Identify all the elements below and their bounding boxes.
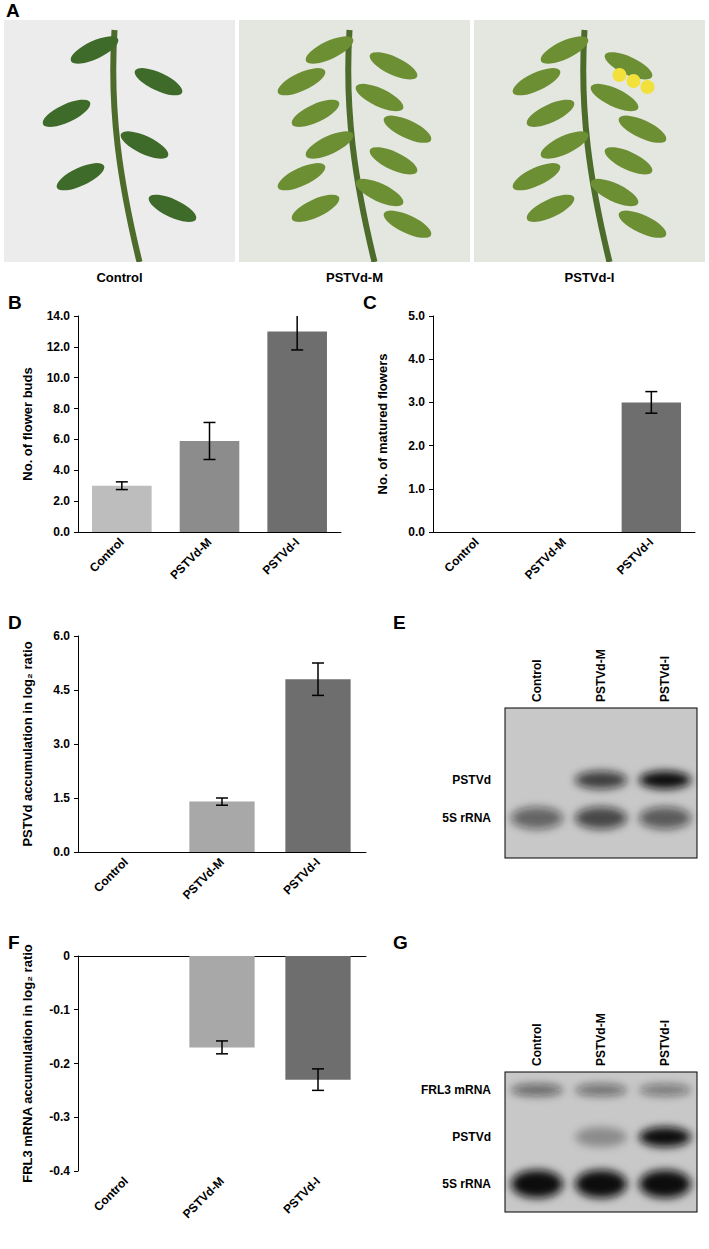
svg-text:PSTVd-M: PSTVd-M: [594, 649, 608, 702]
html-text:PSTVd-I: PSTVd-I: [564, 270, 615, 285]
svg-text:-0.3: -0.3: [49, 1110, 70, 1124]
html-text:C: C: [363, 292, 377, 313]
svg-text:4.0: 4.0: [53, 463, 70, 477]
svg-text:4.0: 4.0: [408, 352, 425, 366]
html-text:F: F: [8, 932, 20, 953]
svg-text:1.5: 1.5: [53, 791, 70, 805]
svg-text:5S rRNA: 5S rRNA: [442, 1177, 491, 1191]
svg-text:6.0: 6.0: [53, 629, 70, 643]
svg-text:2.0: 2.0: [53, 494, 70, 508]
svg-text:Control: Control: [91, 1174, 131, 1214]
svg-text:8.0: 8.0: [53, 402, 70, 416]
svg-text:Control: Control: [530, 1023, 544, 1066]
svg-text:PSTVd-M: PSTVd-M: [167, 535, 214, 582]
svg-text:FRL3 mRNA accumulation in log₂: FRL3 mRNA accumulation in log₂ ratio: [20, 944, 35, 1183]
svg-text:PSTVd-I: PSTVd-I: [614, 535, 656, 577]
svg-text:PSTVd-I: PSTVd-I: [658, 1020, 672, 1066]
svg-text:0.0: 0.0: [408, 525, 425, 539]
svg-text:PSTVd: PSTVd: [452, 773, 491, 787]
svg-text:0.0: 0.0: [53, 525, 70, 539]
svg-text:6.0: 6.0: [53, 432, 70, 446]
svg-text:Control: Control: [87, 535, 127, 575]
html-text:G: G: [393, 932, 408, 953]
svg-text:FRL3 mRNA: FRL3 mRNA: [421, 1083, 491, 1097]
svg-text:PSTVd accumulation in log₂ rat: PSTVd accumulation in log₂ ratio: [20, 641, 35, 846]
svg-text:4.5: 4.5: [53, 683, 70, 697]
svg-text:PSTVd-M: PSTVd-M: [180, 855, 227, 902]
svg-text:5S rRNA: 5S rRNA: [442, 811, 491, 825]
svg-text:3.0: 3.0: [408, 395, 425, 409]
svg-text:PSTVd-M: PSTVd-M: [594, 1013, 608, 1066]
svg-text:Control: Control: [442, 535, 482, 575]
svg-text:5.0: 5.0: [408, 309, 425, 323]
svg-text:No. of matured flowers: No. of matured flowers: [375, 354, 390, 495]
svg-text:PSTVd-I: PSTVd-I: [281, 855, 323, 897]
svg-text:2.0: 2.0: [408, 439, 425, 453]
html-text:E: E: [393, 612, 406, 633]
svg-text:PSTVd: PSTVd: [452, 1130, 491, 1144]
svg-text:PSTVd-I: PSTVd-I: [281, 1174, 323, 1216]
html-text:A: A: [6, 0, 20, 21]
html-text:D: D: [8, 612, 22, 633]
svg-text:PSTVd-I: PSTVd-I: [260, 535, 302, 577]
svg-text:10.0: 10.0: [47, 371, 71, 385]
svg-text:No. of flower buds: No. of flower buds: [20, 367, 35, 480]
svg-text:0.0: 0.0: [53, 845, 70, 859]
svg-text:PSTVd-M: PSTVd-M: [180, 1174, 227, 1221]
svg-text:0: 0: [63, 949, 70, 963]
html-text:B: B: [8, 292, 22, 313]
svg-text:1.0: 1.0: [408, 482, 425, 496]
svg-text:12.0: 12.0: [47, 340, 71, 354]
html-text:PSTVd-M: PSTVd-M: [326, 270, 383, 285]
svg-text:PSTVd-I: PSTVd-I: [658, 656, 672, 702]
html-text:Control: Control: [96, 270, 143, 285]
svg-text:14.0: 14.0: [47, 309, 71, 323]
svg-text:Control: Control: [530, 659, 544, 702]
svg-text:-0.2: -0.2: [49, 1057, 70, 1071]
svg-text:-0.1: -0.1: [49, 1003, 70, 1017]
svg-text:-0.4: -0.4: [49, 1164, 70, 1178]
svg-text:Control: Control: [91, 855, 131, 895]
svg-text:3.0: 3.0: [53, 737, 70, 751]
svg-text:PSTVd-M: PSTVd-M: [522, 535, 569, 582]
